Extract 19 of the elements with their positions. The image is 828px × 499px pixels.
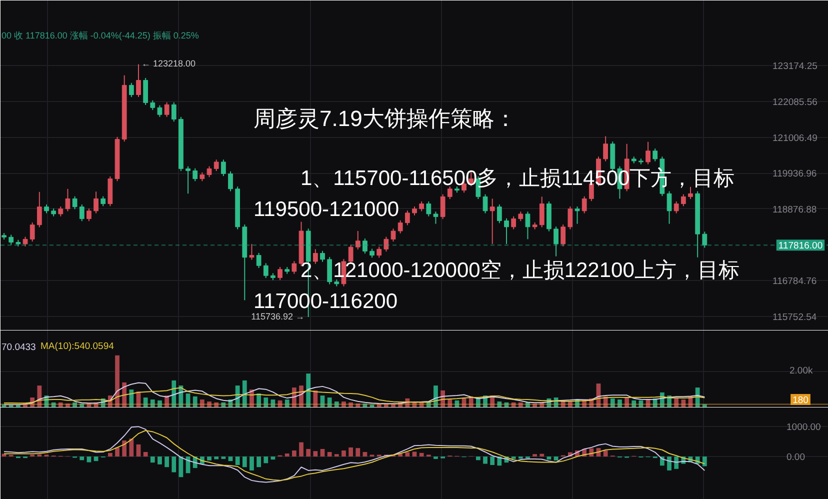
ref-line-label: 180 (792, 395, 808, 406)
y-tick-label: 115752.54 (772, 312, 817, 323)
y-tick-label: 0.00 (786, 452, 805, 464)
ref-line-label: 117816.00 (778, 240, 823, 252)
annotation: MA(10):540.0594 (40, 341, 114, 352)
annotation: 115736.92 → (251, 312, 305, 322)
y-tick-label: 1000.00 (786, 422, 821, 433)
y-tick-label: 119936.96 (772, 168, 817, 180)
annotation: ← 123218.00 (142, 58, 196, 68)
text: 周彦灵7.19大饼操作策略： (254, 106, 516, 131)
y-tick-label: 118876.88 (772, 204, 817, 216)
annotation: 119500-121000 (254, 198, 400, 221)
y-tick-label: 2.00k (790, 366, 813, 377)
annotation: 70.0433 (2, 342, 36, 353)
y-tick-label: 121006.49 (772, 132, 818, 144)
y-tick-label: 123174.25 (772, 61, 818, 72)
y-tick-label: 122085.56 (772, 97, 818, 108)
y-tick-label: 116784.76 (772, 276, 817, 288)
text: 00 收 117816.00 涨幅 -0.04%(-44.25) 振幅 0.25% (2, 30, 199, 40)
